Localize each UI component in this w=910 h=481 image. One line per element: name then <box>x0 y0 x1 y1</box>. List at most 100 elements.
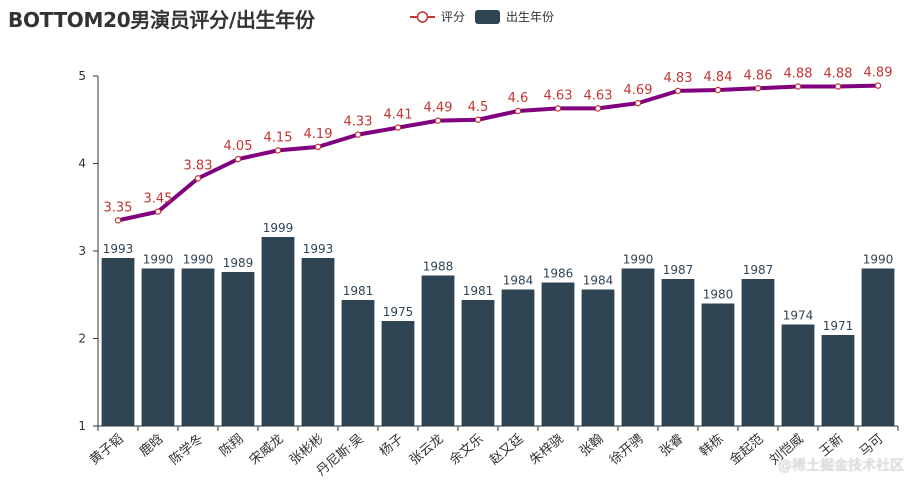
x-tick-label: 余文乐 <box>446 431 486 468</box>
bar-birth-year <box>861 268 895 426</box>
x-tick-label: 陈学冬 <box>166 431 206 468</box>
x-tick-label: 张翰 <box>577 432 607 460</box>
legend-label-birth-year: 出生年份 <box>506 10 555 24</box>
bar-value-label: 1993 <box>103 242 134 256</box>
rating-point <box>354 131 362 138</box>
bar-value-label: 1975 <box>383 305 414 319</box>
x-tick-label: 宋威龙 <box>247 432 287 469</box>
bar-value-label: 1980 <box>703 288 734 302</box>
rating-value-label: 4.6 <box>508 91 529 106</box>
bar-value-label: 1971 <box>823 319 854 333</box>
rating-value-label: 4.5 <box>468 100 489 115</box>
bar-birth-year <box>181 268 215 426</box>
rating-point <box>874 82 882 89</box>
rating-point <box>554 105 562 112</box>
chart-title: BOTTOM20男演员评分/出生年份 <box>8 8 315 32</box>
bar-birth-year <box>381 321 415 426</box>
rating-value-label: 4.69 <box>624 83 653 98</box>
y-tick-label: 3 <box>78 244 86 258</box>
bar-birth-year <box>621 268 655 426</box>
rating-point <box>314 143 322 151</box>
rating-point <box>274 147 282 154</box>
bar-birth-year <box>661 279 695 426</box>
watermark: @稀土掘金技术社区 <box>778 458 904 474</box>
bar-value-label: 1987 <box>663 263 694 277</box>
legend-label-rating: 评分 <box>441 10 466 24</box>
legend-bar-icon <box>475 9 501 24</box>
bar-birth-year <box>461 300 495 426</box>
rating-value-label: 3.45 <box>144 192 173 207</box>
rating-value-label: 4.63 <box>544 88 573 103</box>
y-tick-label: 4 <box>78 157 86 171</box>
bar-birth-year <box>581 289 615 426</box>
bar-birth-year <box>741 279 775 426</box>
rating-value-label: 3.35 <box>104 200 133 215</box>
series-line-rating <box>117 83 879 223</box>
x-tick-label: 赵又廷 <box>487 432 527 469</box>
x-tick-label: 张云龙 <box>407 432 447 469</box>
bar-value-label: 1990 <box>143 253 174 267</box>
rating-value-label: 4.83 <box>664 71 693 86</box>
rating-point <box>474 116 482 123</box>
y-tick-label: 2 <box>78 332 86 346</box>
bar-value-label: 1984 <box>503 274 534 288</box>
x-tick-label: 徐开骋 <box>607 432 647 469</box>
x-tick-label: 张睿 <box>657 432 687 460</box>
rating-point <box>194 175 202 182</box>
legend: 评分 出生年份 <box>410 8 554 25</box>
bar-birth-year <box>221 272 255 426</box>
rating-point <box>114 217 122 224</box>
rating-point <box>234 155 242 163</box>
legend-item-rating[interactable]: 评分 <box>410 8 465 25</box>
rating-value-label: 4.05 <box>224 139 253 154</box>
bar-value-label: 1987 <box>743 263 774 277</box>
bar-value-label: 1999 <box>263 221 294 235</box>
legend-item-birth-year[interactable]: 出生年份 <box>475 8 554 25</box>
rating-point <box>714 86 722 94</box>
rating-value-label: 4.63 <box>584 88 613 103</box>
bar-value-label: 1986 <box>543 267 574 281</box>
bar-value-label: 1990 <box>183 253 214 267</box>
bar-value-label: 1981 <box>463 284 494 298</box>
legend-line-icon <box>410 10 435 23</box>
x-tick-label: 金起范 <box>726 431 766 468</box>
bar-birth-year <box>821 335 855 426</box>
rating-value-label: 3.83 <box>184 158 213 173</box>
bar-value-label: 1974 <box>783 309 814 323</box>
x-tick-label: 鹿晗 <box>136 431 166 460</box>
bar-birth-year <box>701 303 735 426</box>
bar-value-label: 1990 <box>863 253 894 267</box>
rating-point <box>834 83 842 90</box>
rating-point <box>674 87 682 95</box>
rating-value-label: 4.84 <box>704 70 733 85</box>
x-tick-label: 黄子韬 <box>87 432 127 469</box>
y-tick-label: 5 <box>78 69 86 83</box>
x-tick-label: 杨子 <box>377 432 407 460</box>
bar-value-label: 1988 <box>423 260 454 274</box>
rating-point <box>434 117 442 124</box>
bar-birth-year <box>141 268 175 426</box>
rating-value-label: 4.15 <box>264 130 293 145</box>
rating-point <box>514 107 522 115</box>
bar-birth-year <box>301 258 335 426</box>
bar-value-label: 1989 <box>223 256 254 270</box>
rating-point <box>394 124 402 131</box>
rating-value-label: 4.88 <box>784 67 813 82</box>
bar-value-label: 1984 <box>583 274 614 288</box>
rating-point <box>594 105 602 112</box>
x-tick-label: 朱梓骁 <box>527 432 567 469</box>
rating-point <box>634 99 642 107</box>
rating-value-label: 4.19 <box>304 127 333 142</box>
x-tick-label: 陈翔 <box>216 431 246 460</box>
rating-value-label: 4.49 <box>424 101 453 116</box>
rating-point <box>754 85 762 92</box>
bar-birth-year <box>261 237 295 426</box>
y-tick-label: 1 <box>78 419 86 433</box>
rating-point <box>794 83 802 90</box>
bar-birth-year <box>421 275 455 426</box>
bar-birth-year <box>341 300 375 426</box>
bar-value-label: 1981 <box>343 284 374 298</box>
bar-birth-year <box>501 289 535 426</box>
rating-point <box>154 208 162 215</box>
